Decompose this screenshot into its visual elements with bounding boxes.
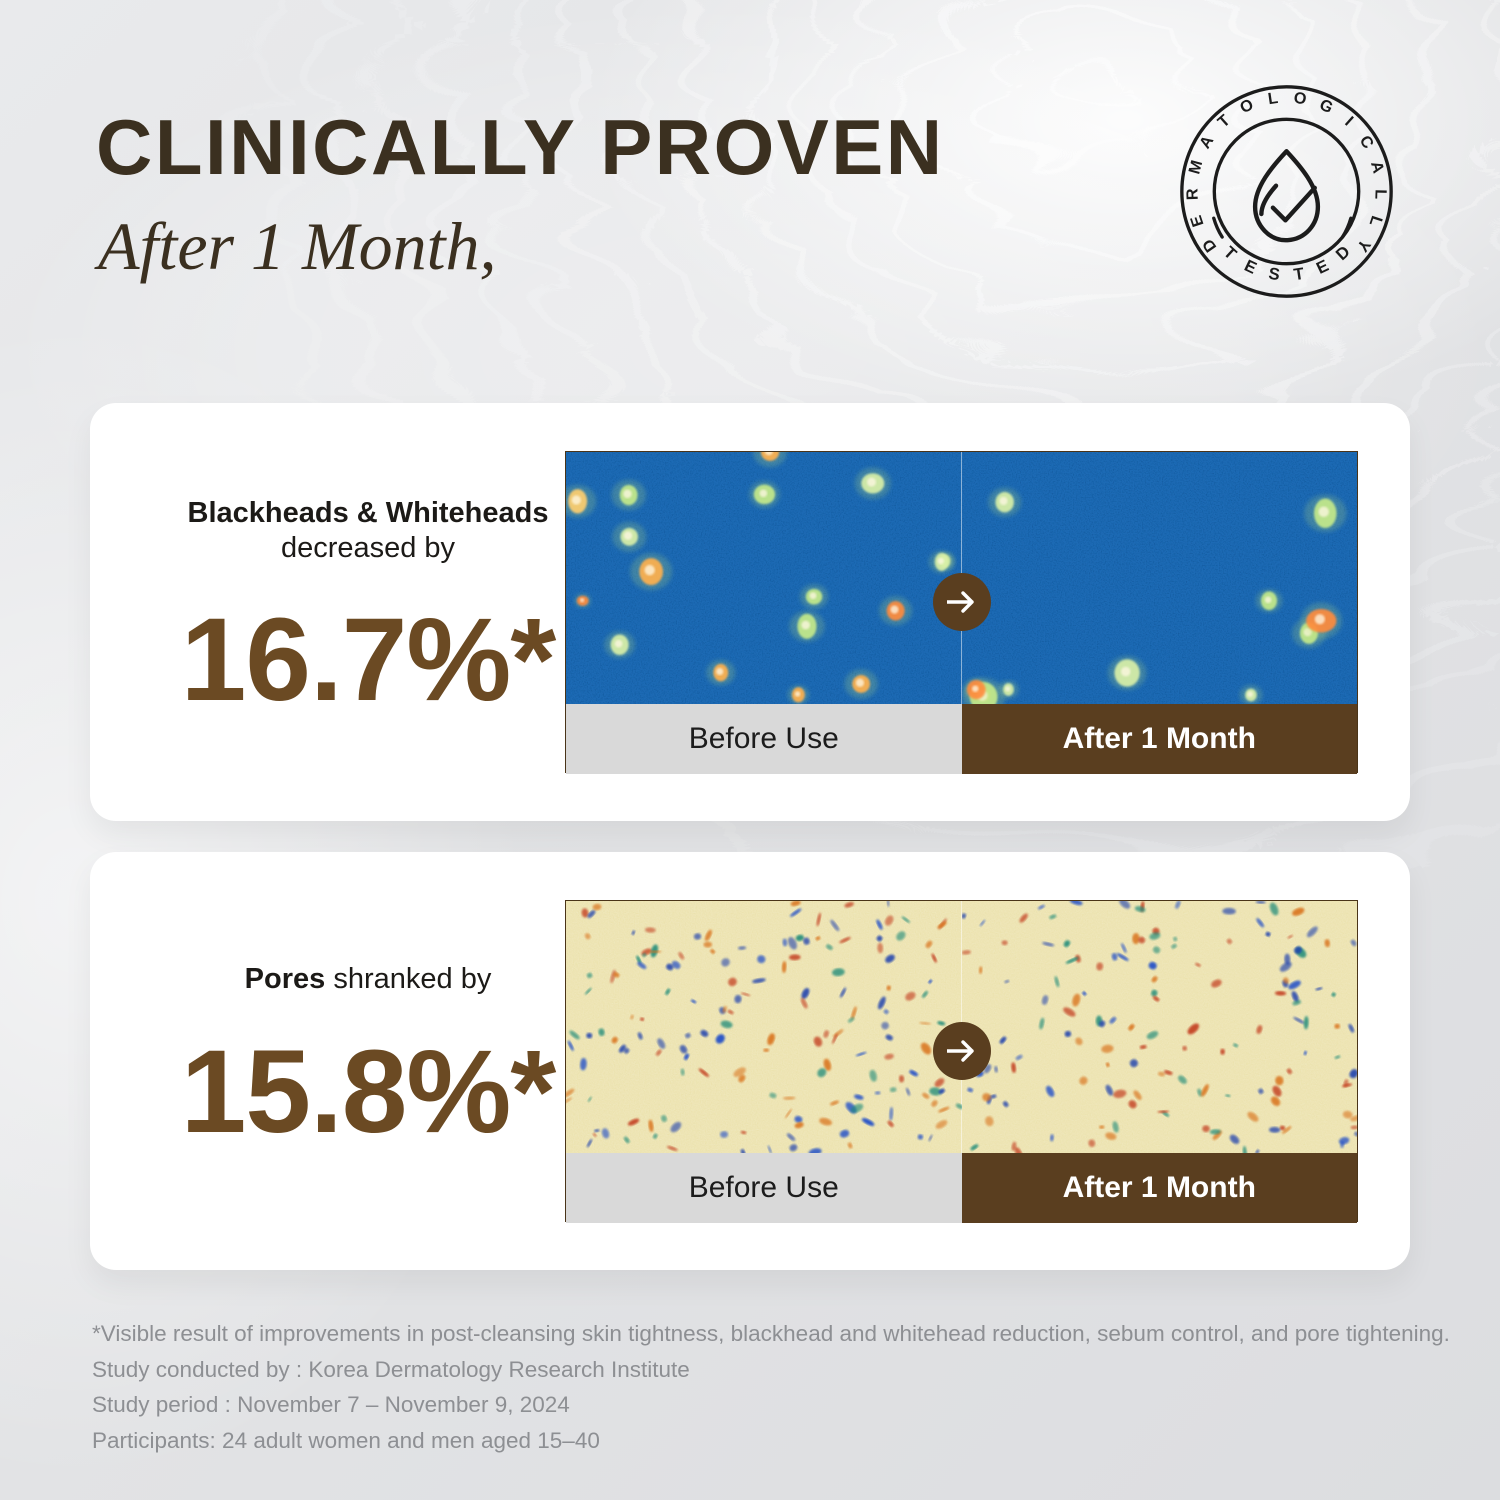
svg-text:L: L: [1267, 89, 1279, 108]
svg-text:L: L: [1365, 213, 1385, 228]
svg-text:E: E: [1187, 213, 1207, 229]
svg-text:G: G: [1317, 96, 1336, 117]
svg-text:O: O: [1293, 89, 1308, 108]
svg-text:M: M: [1186, 158, 1207, 176]
svg-text:E: E: [1314, 257, 1332, 278]
svg-text:S: S: [1267, 265, 1281, 284]
svg-text:T: T: [1293, 265, 1306, 284]
svg-text:A: A: [1196, 133, 1217, 152]
svg-text:C: C: [1356, 133, 1377, 152]
svg-text:R: R: [1184, 188, 1202, 200]
svg-text:I: I: [1341, 113, 1356, 129]
svg-text:L: L: [1371, 189, 1389, 199]
svg-text:O: O: [1237, 96, 1256, 117]
svg-text:T: T: [1215, 111, 1235, 131]
svg-text:T: T: [1220, 244, 1240, 264]
svg-text:E: E: [1241, 257, 1259, 278]
svg-text:A: A: [1367, 159, 1387, 175]
